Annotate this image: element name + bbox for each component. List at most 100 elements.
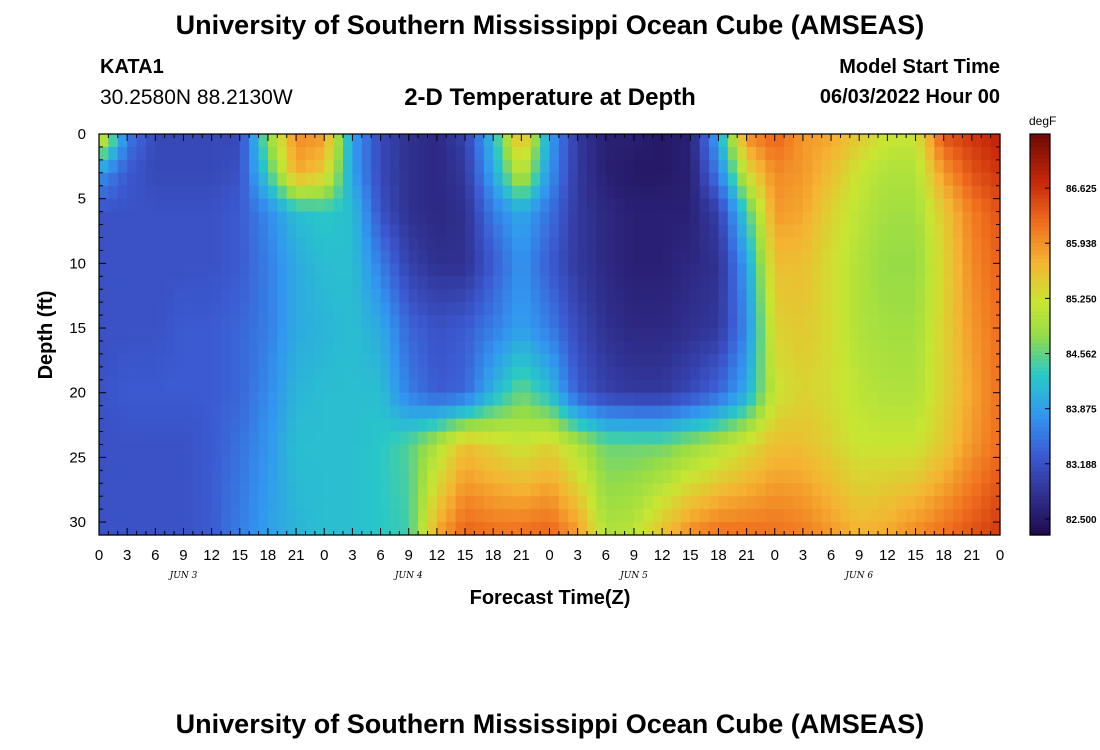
heatmap-cell (164, 340, 175, 355)
heatmap-cell (577, 315, 588, 329)
heatmap-cell (145, 289, 156, 303)
heatmap-cell (418, 366, 429, 381)
heatmap-cell (211, 302, 222, 316)
heatmap-cell (521, 263, 532, 277)
heatmap-cell (877, 211, 888, 226)
heatmap-cell (596, 379, 607, 394)
heatmap-cell (221, 405, 231, 420)
heatmap-cell (249, 211, 260, 226)
heatmap-cell (774, 457, 785, 471)
heatmap-cell (587, 483, 598, 497)
heatmap-cell (436, 483, 447, 497)
heatmap-cell (427, 289, 438, 303)
heatmap-cell (314, 470, 325, 484)
heatmap-cell (117, 457, 128, 471)
heatmap-cell (643, 250, 654, 264)
heatmap-cell (849, 353, 860, 368)
heatmap-cell (765, 134, 776, 148)
heatmap-cell (727, 431, 738, 446)
heatmap-cell (399, 353, 410, 368)
heatmap-cell (774, 146, 785, 161)
heatmap-cell (568, 224, 579, 239)
heatmap-cell (483, 224, 494, 239)
heatmap-cell (361, 198, 372, 213)
heatmap-cell (887, 198, 898, 213)
heatmap-cell (859, 172, 870, 187)
heatmap-cell (389, 159, 400, 174)
heatmap-cell (906, 276, 917, 290)
heatmap-cell (380, 250, 391, 264)
heatmap-cell (906, 509, 917, 523)
heatmap-cell (877, 353, 888, 368)
heatmap-cell (343, 250, 354, 264)
heatmap-cell (305, 483, 316, 497)
heatmap-cell (643, 159, 654, 174)
heatmap-cell (906, 366, 917, 381)
heatmap-cell (511, 431, 522, 446)
heatmap-cell (277, 159, 288, 174)
heatmap-cell (652, 405, 663, 420)
heatmap-cell (887, 444, 898, 458)
heatmap-cell (136, 237, 147, 252)
heatmap-cell (690, 134, 701, 148)
heatmap-cell (709, 496, 720, 510)
heatmap-cell (408, 418, 419, 433)
heatmap-cell (202, 159, 213, 174)
heatmap-cell (971, 263, 982, 277)
heatmap-cell (127, 418, 138, 433)
heatmap-cell (587, 379, 598, 394)
heatmap-cell (230, 392, 241, 407)
heatmap-cell (718, 405, 729, 420)
colorbar-band (1030, 486, 1050, 492)
heatmap-cell (465, 366, 476, 381)
heatmap-cell (183, 405, 194, 420)
heatmap-cell (643, 237, 654, 252)
heatmap-cell (831, 509, 842, 523)
heatmap-cell (418, 405, 429, 420)
heatmap-cell (540, 405, 551, 420)
heatmap-cell (727, 328, 738, 342)
heatmap-cell (990, 328, 1001, 342)
colorbar-band (1030, 442, 1050, 448)
heatmap-cell (671, 379, 682, 394)
heatmap-cell (624, 457, 635, 471)
heatmap-cell (455, 134, 466, 148)
heatmap-cell (352, 379, 363, 394)
x-tick-label: 12 (429, 547, 446, 564)
heatmap-cell (145, 172, 156, 187)
heatmap-cell (924, 405, 935, 420)
heatmap-cell (230, 224, 241, 239)
heatmap-cell (474, 418, 485, 433)
heatmap-cell (680, 172, 691, 187)
heatmap-cell (596, 353, 607, 368)
heatmap-cell (633, 353, 644, 368)
heatmap-cell (802, 444, 813, 458)
heatmap-cell (99, 302, 109, 316)
heatmap-cell (549, 224, 560, 239)
heatmap-cell (868, 470, 879, 484)
heatmap-cell (399, 198, 410, 213)
heatmap-cell (718, 159, 729, 174)
heatmap-cell (408, 431, 419, 446)
x-tick-label: 9 (179, 547, 187, 564)
heatmap-cell (596, 146, 607, 161)
colorbar-band (1030, 478, 1050, 484)
heatmap-cell (934, 172, 945, 187)
heatmap-cell (906, 431, 917, 446)
colorbar-band (1030, 202, 1050, 207)
heatmap-cell (296, 405, 307, 420)
heatmap-cell (577, 172, 588, 187)
heatmap-cell (746, 496, 757, 510)
y-tick-label: 20 (69, 385, 86, 402)
heatmap-cell (727, 146, 738, 161)
heatmap-cell (99, 237, 109, 252)
heatmap-cell (877, 224, 888, 239)
heatmap-cell (324, 340, 335, 355)
heatmap-cell (709, 237, 720, 252)
heatmap-cell (906, 457, 917, 471)
heatmap-cell (887, 457, 898, 471)
heatmap-cell (314, 172, 325, 187)
heatmap-cell (296, 250, 307, 264)
heatmap-cell (221, 470, 231, 484)
heatmap-cell (615, 444, 626, 458)
